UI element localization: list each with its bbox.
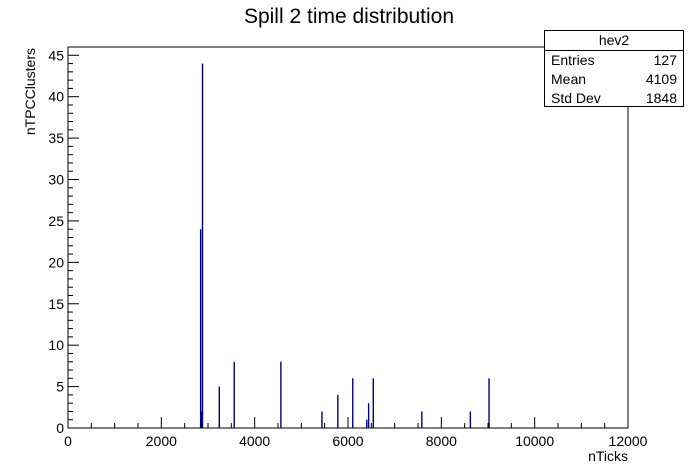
x-tick-label: 10000 xyxy=(515,433,554,449)
y-tick-label: 25 xyxy=(48,213,64,229)
histogram-bar-7 xyxy=(337,394,339,428)
histogram-bar-12 xyxy=(421,411,423,428)
histogram-bar-9 xyxy=(366,419,368,428)
y-axis: 0 5 10 15 20 25 30 35 40 45 xyxy=(48,46,79,436)
histogram-bar-0 xyxy=(199,229,202,428)
x-tick-label: 6000 xyxy=(332,433,363,449)
histogram-bar-3 xyxy=(218,386,220,428)
y-tick-label: 5 xyxy=(56,379,64,395)
histogram-bar-11 xyxy=(372,378,374,428)
x-tick-label: 8000 xyxy=(426,433,457,449)
histogram-bar-13 xyxy=(469,411,472,428)
y-tick-label: 45 xyxy=(48,47,64,63)
stats-row-mean: Mean 4109 xyxy=(545,70,683,89)
x-tick-label: 2000 xyxy=(146,433,177,449)
x-tick-label: 0 xyxy=(64,433,72,449)
histogram-bar-1 xyxy=(200,411,203,428)
stats-entries-value: 127 xyxy=(653,52,677,68)
histogram-bar-2 xyxy=(201,63,204,428)
y-tick-label: 30 xyxy=(48,172,64,188)
x-tick-label: 12000 xyxy=(609,433,648,449)
histogram-bar-8 xyxy=(352,378,354,428)
stats-mean-label: Mean xyxy=(551,71,587,87)
histogram-bar-6 xyxy=(321,411,323,428)
y-tick-label: 35 xyxy=(48,130,64,146)
stats-box: hev2 Entries 127 Mean 4109 Std Dev 1848 xyxy=(544,30,684,107)
histogram-bar-14 xyxy=(488,378,490,428)
y-tick-label: 10 xyxy=(48,337,64,353)
histogram-bars xyxy=(199,63,490,428)
x-axis: 0 2000 4000 6000 8000 10000 12000 xyxy=(64,417,648,449)
y-axis-label: nTPCClusters xyxy=(22,48,38,135)
x-tick-label: 4000 xyxy=(239,433,270,449)
stats-mean-value: 4109 xyxy=(645,71,677,87)
stats-histogram-name: hev2 xyxy=(545,31,683,51)
x-axis-label: nTicks xyxy=(588,448,628,464)
histogram-bar-5 xyxy=(280,361,282,428)
stats-std-label: Std Dev xyxy=(551,90,601,106)
y-tick-label: 20 xyxy=(48,254,64,270)
stats-std-value: 1848 xyxy=(645,90,677,106)
y-tick-label: 40 xyxy=(48,89,64,105)
stats-entries-label: Entries xyxy=(551,52,595,68)
chart-title: Spill 2 time distribution xyxy=(244,5,454,28)
y-tick-label: 15 xyxy=(48,296,64,312)
stats-row-entries: Entries 127 xyxy=(545,51,683,70)
y-tick-label: 0 xyxy=(56,420,64,436)
stats-row-stddev: Std Dev 1848 xyxy=(545,89,683,108)
histogram-bar-10 xyxy=(367,403,370,428)
histogram-bar-4 xyxy=(233,361,235,428)
